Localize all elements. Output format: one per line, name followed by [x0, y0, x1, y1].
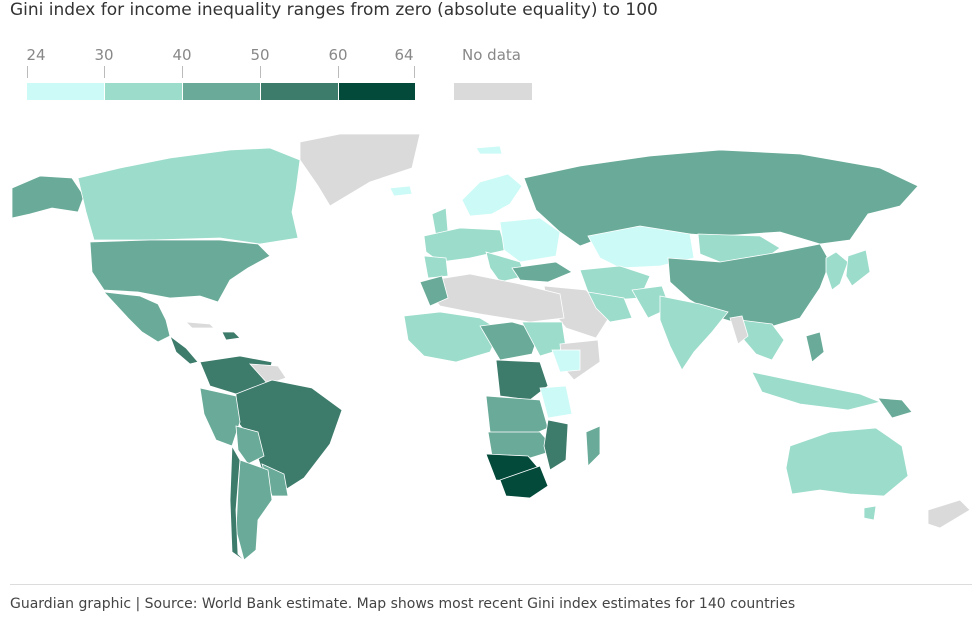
region-russia	[523, 149, 919, 247]
region-mexico	[102, 291, 171, 343]
region-peru-ecuador	[199, 387, 241, 447]
footer-divider	[10, 584, 972, 585]
legend-swatch-60-64	[339, 83, 415, 100]
legend-swatch-no-data	[454, 83, 532, 100]
region-iran	[587, 291, 633, 323]
region-australia	[785, 427, 909, 497]
legend-swatch-40-50	[183, 83, 260, 100]
region-cuba	[184, 321, 215, 329]
region-chile	[229, 444, 247, 563]
legend-tick-mark	[27, 66, 28, 78]
region-indonesia	[751, 371, 882, 411]
region-usa	[89, 239, 271, 303]
region-korea-japan	[825, 251, 849, 291]
legend-tick-mark	[104, 66, 105, 78]
legend-tick-mark	[338, 66, 339, 78]
region-svalbard	[475, 145, 503, 155]
region-east-africa	[539, 385, 573, 419]
region-guianas	[249, 363, 287, 385]
legend-tick-mark	[414, 66, 415, 78]
region-central-africa	[495, 359, 549, 401]
map-title: Gini index for income inequality ranges …	[10, 0, 658, 20]
region-alaska	[11, 175, 85, 219]
region-mozambique	[543, 419, 569, 471]
legend: 24 30 40 50 60 64 No data	[0, 0, 980, 110]
region-west-africa	[403, 311, 501, 363]
legend-tick-mark	[260, 66, 261, 78]
region-scandinavia	[461, 173, 523, 217]
legend-tick-label: 60	[328, 46, 348, 64]
legend-tick-label: 30	[94, 46, 114, 64]
region-bolivia	[235, 425, 265, 465]
region-madagascar	[585, 425, 601, 467]
region-morocco	[419, 275, 449, 307]
region-iberia	[423, 255, 449, 279]
legend-tick-mark	[182, 66, 183, 78]
region-ethiopia	[551, 349, 581, 373]
legend-tick-label: 50	[250, 46, 270, 64]
region-greenland	[299, 133, 421, 207]
region-myanmar	[729, 315, 749, 345]
legend-tick-label: 24	[26, 46, 46, 64]
region-philippines	[805, 331, 825, 363]
source-footer: Guardian graphic | Source: World Bank es…	[10, 596, 796, 612]
legend-swatch-24-30	[27, 83, 104, 100]
region-india	[659, 295, 729, 371]
legend-tick-label: 40	[172, 46, 192, 64]
region-angola-zambia	[487, 431, 557, 459]
region-turkey	[511, 261, 573, 283]
region-tasmania	[863, 505, 877, 521]
world-choropleth-map	[11, 133, 971, 563]
region-north-africa	[419, 273, 565, 323]
legend-tick-label: 64	[394, 46, 414, 64]
region-iceland	[389, 185, 413, 197]
legend-swatch-30-40	[105, 83, 182, 100]
region-canada	[77, 147, 301, 245]
region-png	[877, 397, 913, 419]
legend-no-data-label: No data	[462, 46, 521, 64]
region-south-africa	[499, 465, 549, 499]
region-caribbean	[221, 331, 241, 341]
region-central-america	[169, 334, 199, 365]
region-japan	[845, 249, 871, 287]
region-eastern-europe	[499, 217, 561, 263]
region-new-zealand	[927, 499, 971, 529]
region-southeast-asia	[739, 319, 785, 361]
legend-swatch-50-60	[261, 83, 338, 100]
region-argentina	[235, 459, 273, 561]
